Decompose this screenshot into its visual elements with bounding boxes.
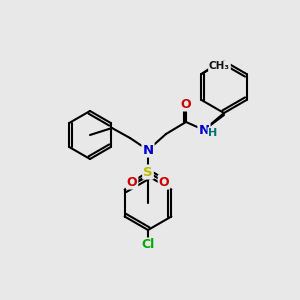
Text: CH₃: CH₃ (209, 61, 230, 71)
Text: O: O (159, 176, 169, 188)
Text: S: S (143, 166, 153, 178)
Text: H: H (208, 128, 217, 138)
Text: N: N (198, 124, 210, 136)
Text: O: O (127, 176, 137, 188)
Text: O: O (181, 98, 191, 110)
Text: Cl: Cl (141, 238, 154, 251)
Text: N: N (142, 143, 154, 157)
